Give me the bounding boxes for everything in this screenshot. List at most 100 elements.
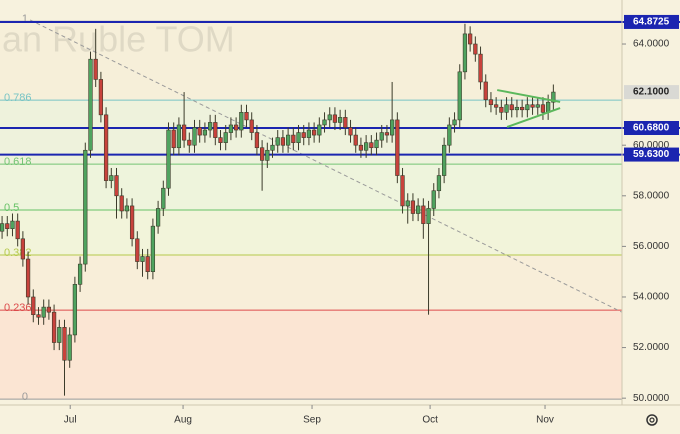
candle-body [57,327,62,343]
candle-body [36,314,41,318]
trend-line [29,19,623,313]
candle-body [83,149,88,265]
candle-body [431,190,436,209]
candle-body [10,220,15,229]
candle-body [98,79,104,116]
fib-label: 0.236 [4,302,32,314]
candle-body [62,327,67,361]
candle-body [109,175,114,181]
candle-body [457,71,462,121]
candle-body [296,132,301,143]
candle-body [155,208,161,227]
candle-body [270,144,275,151]
candle-body [5,223,10,229]
candle-body [540,104,546,113]
candle-body [77,263,83,285]
candle-body [176,124,182,149]
x-tick-label: Sep [303,415,321,426]
candle-body [233,124,239,131]
candle-body [93,58,98,80]
candle-body [358,144,364,151]
candle-body [364,142,369,151]
candle-body [213,122,218,138]
candle-body [145,256,150,272]
candle-body [395,119,400,176]
candle-body [509,104,514,111]
candle-body [140,256,145,262]
candle-body [473,43,478,55]
candle-body [239,112,244,131]
candle-body [0,223,5,232]
candle-body [530,104,535,108]
candle-body [114,175,119,197]
candle-body [150,225,156,272]
candle-body [447,124,452,146]
x-tick-label: Aug [174,415,192,426]
candle-body [249,119,254,133]
candle-body [192,127,197,146]
fib-band [0,209,622,255]
fib-label: 0.786 [4,92,32,104]
candle-body [285,134,291,146]
candle-body [322,119,327,126]
candle-body [166,129,171,189]
level-label: 59.6300 [633,149,670,160]
y-tick-label: 50.0000 [633,393,670,404]
candle-body [88,58,93,151]
candle-body [379,132,384,141]
candle-body [416,205,421,214]
candle-body [426,208,431,224]
candle-body [442,144,447,176]
candle-body [15,220,20,240]
candle-body [67,334,72,361]
candle-body [462,33,468,73]
candle-body [135,238,140,262]
gear-hub[interactable] [649,417,655,423]
candle-body [551,91,556,103]
candle-body [317,124,322,136]
candle-body [400,175,405,207]
candle-body [51,311,57,343]
candle-body [468,33,473,45]
candle-body [301,132,306,138]
settings-icon[interactable] [646,414,658,426]
candle-body [494,104,499,108]
candle-body [275,137,280,146]
watermark: an Ruble TOM [2,19,235,60]
candle-body [197,127,202,136]
candle-body [410,200,416,214]
gear[interactable] [646,414,658,426]
candle-body [312,129,317,136]
candle-body [181,124,187,141]
y-tick-label: 54.0000 [633,292,670,303]
fib-label: 0.618 [4,156,32,168]
candle-body [478,53,483,83]
triangle-line [506,107,561,128]
candle-body [384,132,390,136]
x-tick-label: Oct [422,415,438,426]
candle-body [46,306,52,313]
candle-body [343,117,348,128]
y-tick-label: 60.0000 [633,140,670,151]
candle-body [223,132,228,143]
candle-body [119,195,124,212]
fib-label: 1 [22,13,28,25]
candle-body [171,129,176,149]
triangle-line [496,89,561,103]
candle-body [332,114,338,123]
candle-body [369,142,374,149]
x-tick-label: Nov [536,415,554,426]
level-box [624,121,679,136]
candle-body [483,81,488,100]
level-box [624,14,679,29]
candle-body [291,134,296,143]
candle-body [20,238,26,260]
fib-label: 0.382 [4,247,32,259]
candle-body [525,104,530,111]
candle-body [202,129,208,136]
candle-body [405,200,410,207]
candle-body [259,147,265,161]
y-tick-label: 56.0000 [633,241,670,252]
candle-body [535,104,540,108]
